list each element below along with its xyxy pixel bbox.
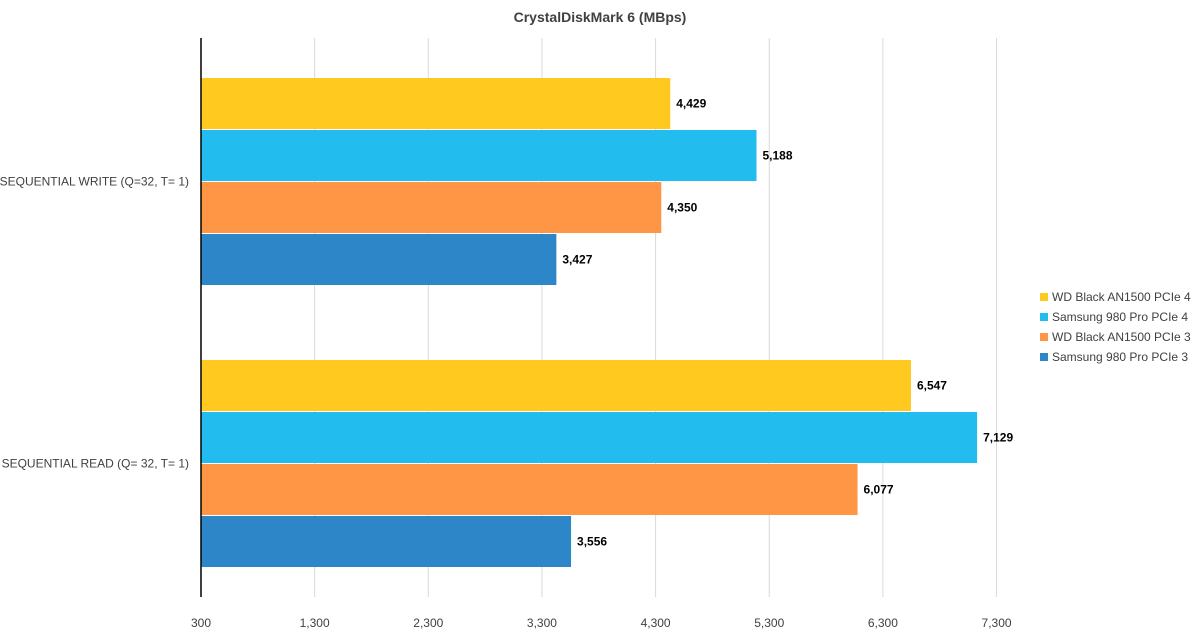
x-tick-label: 300 — [191, 616, 211, 630]
x-tick-label: 7,300 — [982, 616, 1012, 630]
bar — [201, 130, 757, 181]
x-tick-label: 3,300 — [527, 616, 557, 630]
bar — [201, 516, 572, 567]
data-label: 3,556 — [577, 535, 607, 549]
data-label: 6,077 — [864, 483, 894, 497]
x-tick-label: 6,300 — [868, 616, 898, 630]
bar — [201, 182, 662, 233]
legend-label: WD Black AN1500 PCIe 4 — [1052, 290, 1191, 304]
category-label: SEQUENTIAL WRITE (Q=32, T= 1) — [0, 175, 189, 189]
legend-swatch — [1040, 353, 1048, 361]
bar — [201, 464, 858, 515]
data-label: 7,129 — [983, 431, 1013, 445]
category-label: SEQUENTIAL READ (Q= 32, T= 1) — [2, 457, 189, 471]
legend-label: Samsung 980 Pro PCIe 3 — [1052, 350, 1188, 364]
legend-label: WD Black AN1500 PCIe 3 — [1052, 330, 1191, 344]
x-tick-labels: 300 1,300 2,300 3,300 4,300 5,300 6,300 7,300 — [191, 616, 1012, 630]
bar — [201, 78, 671, 129]
legend-label: Samsung 980 Pro PCIe 4 — [1052, 310, 1188, 324]
x-tick-label: 1,300 — [300, 616, 330, 630]
bar — [201, 412, 978, 463]
bar — [201, 360, 911, 411]
data-label: 5,188 — [763, 149, 793, 163]
data-label: 4,429 — [676, 97, 706, 111]
category-labels: SEQUENTIAL WRITE (Q=32, T= 1) SEQUENTIAL … — [0, 175, 189, 471]
bars: 4,429 5,188 4,350 3,427 6,547 7,129 6,077 3,556 — [201, 78, 1013, 567]
data-label: 3,427 — [562, 253, 592, 267]
x-tick-label: 4,300 — [641, 616, 671, 630]
chart-title: CrystalDiskMark 6 (MBps) — [514, 9, 687, 25]
legend-swatch — [1040, 313, 1048, 321]
data-label: 4,350 — [667, 201, 697, 215]
bar — [201, 234, 557, 285]
legend-swatch — [1040, 293, 1048, 301]
x-tick-label: 5,300 — [754, 616, 784, 630]
data-label: 6,547 — [917, 379, 947, 393]
x-tick-label: 2,300 — [413, 616, 443, 630]
legend: WD Black AN1500 PCIe 4 Samsung 980 Pro PC… — [1040, 290, 1191, 364]
legend-swatch — [1040, 333, 1048, 341]
